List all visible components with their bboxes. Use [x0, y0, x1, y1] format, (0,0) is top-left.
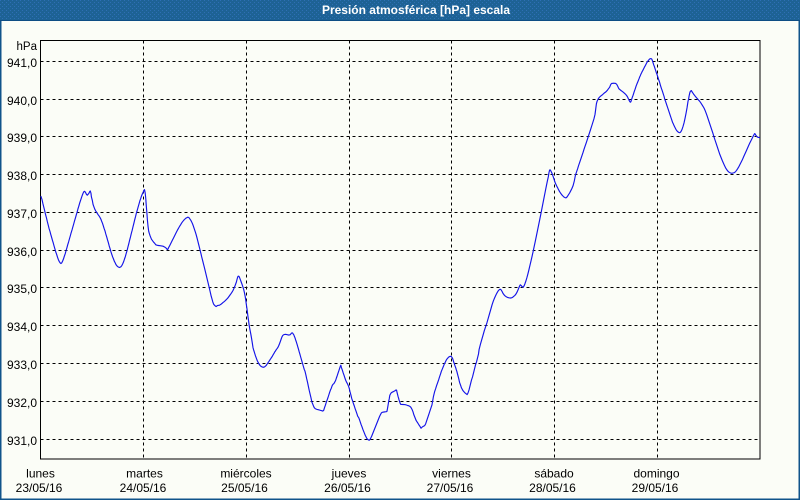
svg-text:934,0: 934,0: [7, 320, 37, 334]
svg-text:jueves: jueves: [331, 467, 367, 481]
svg-text:miércoles: miércoles: [220, 467, 271, 481]
svg-text:hPa: hPa: [17, 41, 38, 53]
svg-text:lunes: lunes: [26, 467, 55, 481]
svg-text:935,0: 935,0: [7, 282, 37, 296]
svg-text:940,0: 940,0: [7, 94, 37, 108]
svg-text:domingo: domingo: [633, 467, 679, 481]
svg-text:Presión atmosférica [hPa] esca: Presión atmosférica [hPa] escala: [322, 3, 510, 17]
svg-text:23/05/16: 23/05/16: [16, 481, 63, 495]
svg-text:26/05/16: 26/05/16: [324, 481, 371, 495]
svg-text:25/05/16: 25/05/16: [221, 481, 268, 495]
svg-text:941,0: 941,0: [7, 56, 37, 70]
svg-text:sábado: sábado: [534, 467, 574, 481]
svg-text:28/05/16: 28/05/16: [529, 481, 576, 495]
svg-text:24/05/16: 24/05/16: [120, 481, 167, 495]
svg-text:29/05/16: 29/05/16: [632, 481, 679, 495]
svg-text:933,0: 933,0: [7, 358, 37, 372]
svg-text:martes: martes: [126, 467, 163, 481]
svg-text:936,0: 936,0: [7, 245, 37, 259]
svg-text:27/05/16: 27/05/16: [427, 481, 474, 495]
svg-text:viernes: viernes: [432, 467, 471, 481]
svg-text:931,0: 931,0: [7, 434, 37, 448]
svg-text:937,0: 937,0: [7, 207, 37, 221]
svg-text:938,0: 938,0: [7, 169, 37, 183]
svg-text:939,0: 939,0: [7, 131, 37, 145]
svg-text:932,0: 932,0: [7, 396, 37, 410]
